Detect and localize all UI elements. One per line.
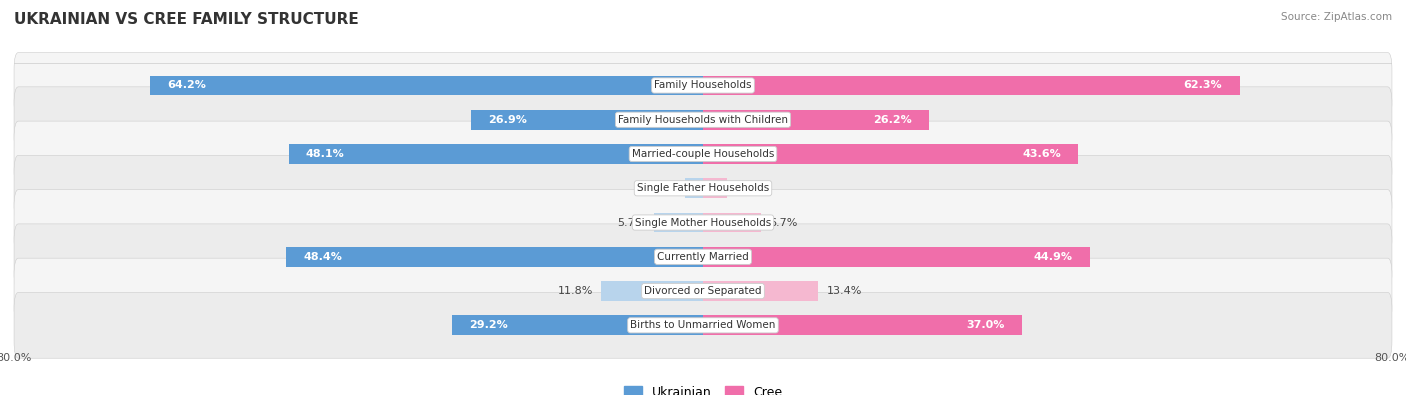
- Bar: [703, 110, 928, 130]
- Legend: Ukrainian, Cree: Ukrainian, Cree: [619, 381, 787, 395]
- Text: 29.2%: 29.2%: [468, 320, 508, 330]
- Bar: [602, 281, 703, 301]
- Text: UKRAINIAN VS CREE FAMILY STRUCTURE: UKRAINIAN VS CREE FAMILY STRUCTURE: [14, 12, 359, 27]
- Text: Births to Unmarried Women: Births to Unmarried Women: [630, 320, 776, 330]
- Bar: [703, 75, 1240, 96]
- Bar: [703, 281, 818, 301]
- Text: 62.3%: 62.3%: [1184, 81, 1222, 90]
- Bar: [287, 247, 703, 267]
- FancyBboxPatch shape: [14, 292, 1392, 358]
- Text: 5.7%: 5.7%: [617, 218, 645, 228]
- Text: 48.4%: 48.4%: [304, 252, 342, 262]
- FancyBboxPatch shape: [14, 190, 1392, 256]
- FancyBboxPatch shape: [14, 87, 1392, 152]
- Bar: [471, 110, 703, 130]
- Bar: [703, 247, 1090, 267]
- FancyBboxPatch shape: [14, 121, 1392, 187]
- Text: 13.4%: 13.4%: [827, 286, 862, 296]
- Text: Divorced or Separated: Divorced or Separated: [644, 286, 762, 296]
- FancyBboxPatch shape: [14, 258, 1392, 324]
- Text: Married-couple Households: Married-couple Households: [631, 149, 775, 159]
- Text: 43.6%: 43.6%: [1022, 149, 1062, 159]
- Text: 2.1%: 2.1%: [648, 183, 676, 193]
- Text: 6.7%: 6.7%: [769, 218, 797, 228]
- Text: 11.8%: 11.8%: [557, 286, 593, 296]
- Bar: [685, 178, 703, 198]
- Bar: [703, 178, 727, 198]
- Text: Family Households: Family Households: [654, 81, 752, 90]
- Bar: [150, 75, 703, 96]
- Bar: [654, 213, 703, 233]
- FancyBboxPatch shape: [14, 155, 1392, 221]
- Bar: [703, 144, 1078, 164]
- FancyBboxPatch shape: [14, 53, 1392, 118]
- Text: 48.1%: 48.1%: [307, 149, 344, 159]
- Text: Single Mother Households: Single Mother Households: [636, 218, 770, 228]
- Text: 26.2%: 26.2%: [873, 115, 911, 125]
- Bar: [703, 315, 1022, 335]
- FancyBboxPatch shape: [14, 224, 1392, 290]
- Text: 64.2%: 64.2%: [167, 81, 207, 90]
- Text: Single Father Households: Single Father Households: [637, 183, 769, 193]
- Text: 26.9%: 26.9%: [488, 115, 527, 125]
- Text: Currently Married: Currently Married: [657, 252, 749, 262]
- Text: Source: ZipAtlas.com: Source: ZipAtlas.com: [1281, 12, 1392, 22]
- Bar: [288, 144, 703, 164]
- Text: 2.8%: 2.8%: [735, 183, 765, 193]
- Text: Family Households with Children: Family Households with Children: [619, 115, 787, 125]
- Bar: [451, 315, 703, 335]
- Text: 44.9%: 44.9%: [1033, 252, 1073, 262]
- Bar: [703, 213, 761, 233]
- Text: 37.0%: 37.0%: [966, 320, 1004, 330]
